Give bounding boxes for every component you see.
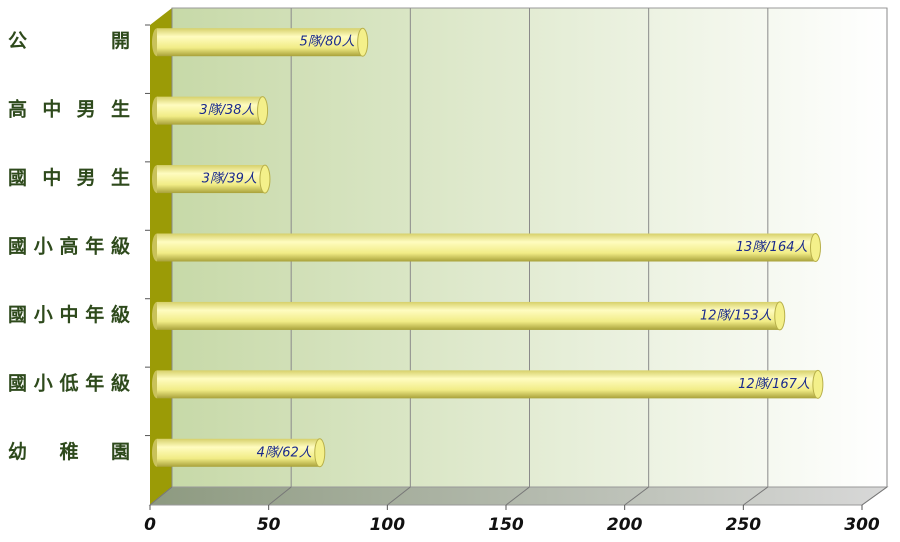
floor-line [387,486,411,506]
x-tick-label: 200 [607,515,643,535]
value-label: 5隊/80人 [299,35,354,50]
bar-cap [259,164,271,194]
x-tick-label: 150 [488,515,524,535]
bar-cap [257,96,269,126]
y-tick-label: 幼稚園 [8,440,130,463]
bar-group: 12隊/153人 [152,301,786,331]
bar-group: 5隊/80人 [152,27,369,57]
bar [157,301,780,330]
bar-group: 4隊/62人 [152,438,326,468]
bar-group: 3隊/39人 [152,164,271,194]
y-tick-label: 國中男生 [8,166,130,189]
value-label: 3隊/39人 [202,172,257,187]
bar-group: 12隊/167人 [152,369,824,399]
x-tick-label: 250 [726,515,762,535]
bar [157,438,320,467]
floor-line [149,486,173,506]
y-tick-label: 國小低年級 [8,371,130,394]
value-label: 12隊/167人 [738,377,810,392]
bar-group: 3隊/38人 [152,96,269,126]
value-label: 3隊/38人 [199,103,254,118]
floor-line [743,486,769,506]
bar-cap [774,301,786,331]
value-label: 13隊/164人 [736,240,808,255]
bar [157,165,265,194]
x-tick-label: 0 [144,515,156,535]
x-tick-label: 50 [257,515,281,535]
bar-cap [314,438,326,468]
bar [157,370,818,399]
bar-cap [357,27,369,57]
y-tick-label: 國小中年級 [8,303,130,326]
floor-line [268,486,292,506]
bar-group: 13隊/164人 [152,233,821,262]
x-tick-label: 300 [844,515,880,535]
bar-cap [812,369,824,399]
value-label: 4隊/62人 [257,445,312,460]
floor-line [861,486,888,506]
bar [157,233,816,262]
bar [157,96,263,125]
y-tick-label: 公開 [8,30,130,52]
x-tick-label: 100 [370,515,406,535]
floor-line [624,486,649,506]
value-label: 12隊/153人 [700,308,772,323]
bar-cap [810,233,821,262]
bar [157,28,363,57]
y-tick-label: 高中男生 [8,98,130,121]
y-tick-label: 國小高年級 [8,235,130,258]
floor-line [505,486,530,506]
